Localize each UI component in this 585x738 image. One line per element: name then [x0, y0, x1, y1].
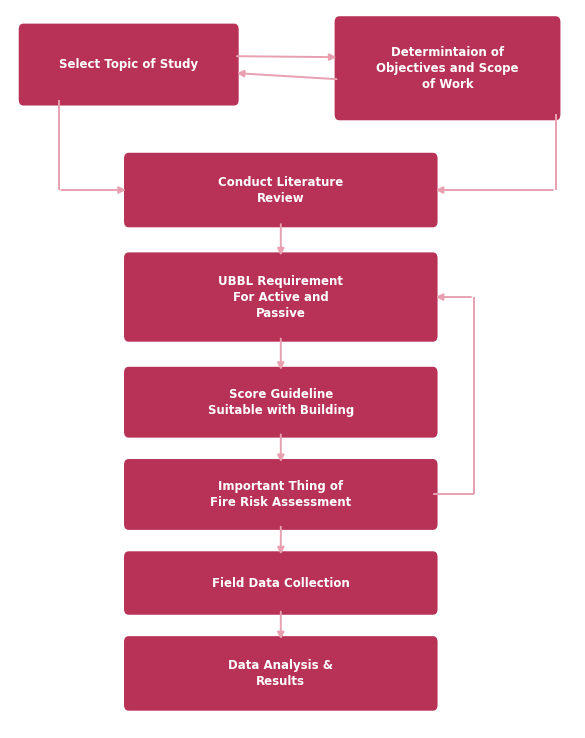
Text: Determintaion of
Objectives and Scope
of Work: Determintaion of Objectives and Scope of…: [376, 46, 519, 91]
Text: Field Data Collection: Field Data Collection: [212, 576, 350, 590]
FancyBboxPatch shape: [124, 551, 438, 615]
Text: Important Thing of
Fire Risk Assessment: Important Thing of Fire Risk Assessment: [210, 480, 352, 509]
Text: Data Analysis &
Results: Data Analysis & Results: [228, 659, 333, 688]
FancyBboxPatch shape: [124, 367, 438, 438]
FancyBboxPatch shape: [124, 459, 438, 530]
FancyBboxPatch shape: [335, 16, 560, 120]
FancyBboxPatch shape: [124, 636, 438, 711]
FancyBboxPatch shape: [19, 24, 239, 106]
Text: Conduct Literature
Review: Conduct Literature Review: [218, 176, 343, 204]
Text: Score Guideline
Suitable with Building: Score Guideline Suitable with Building: [208, 387, 354, 417]
FancyBboxPatch shape: [124, 252, 438, 342]
Text: Select Topic of Study: Select Topic of Study: [59, 58, 198, 71]
Text: UBBL Requirement
For Active and
Passive: UBBL Requirement For Active and Passive: [218, 275, 343, 320]
FancyBboxPatch shape: [124, 153, 438, 227]
